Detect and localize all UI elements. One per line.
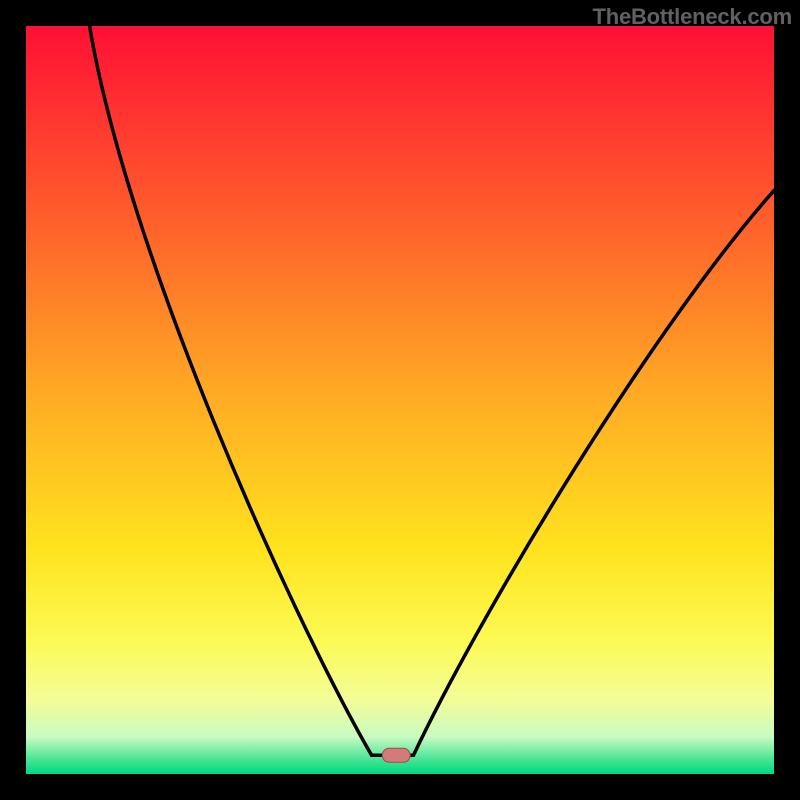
optimum-marker xyxy=(382,748,410,762)
bottleneck-chart: TheBottleneck.com xyxy=(0,0,800,800)
plot-area xyxy=(26,26,774,774)
chart-svg xyxy=(0,0,800,800)
source-attribution: TheBottleneck.com xyxy=(592,4,792,30)
